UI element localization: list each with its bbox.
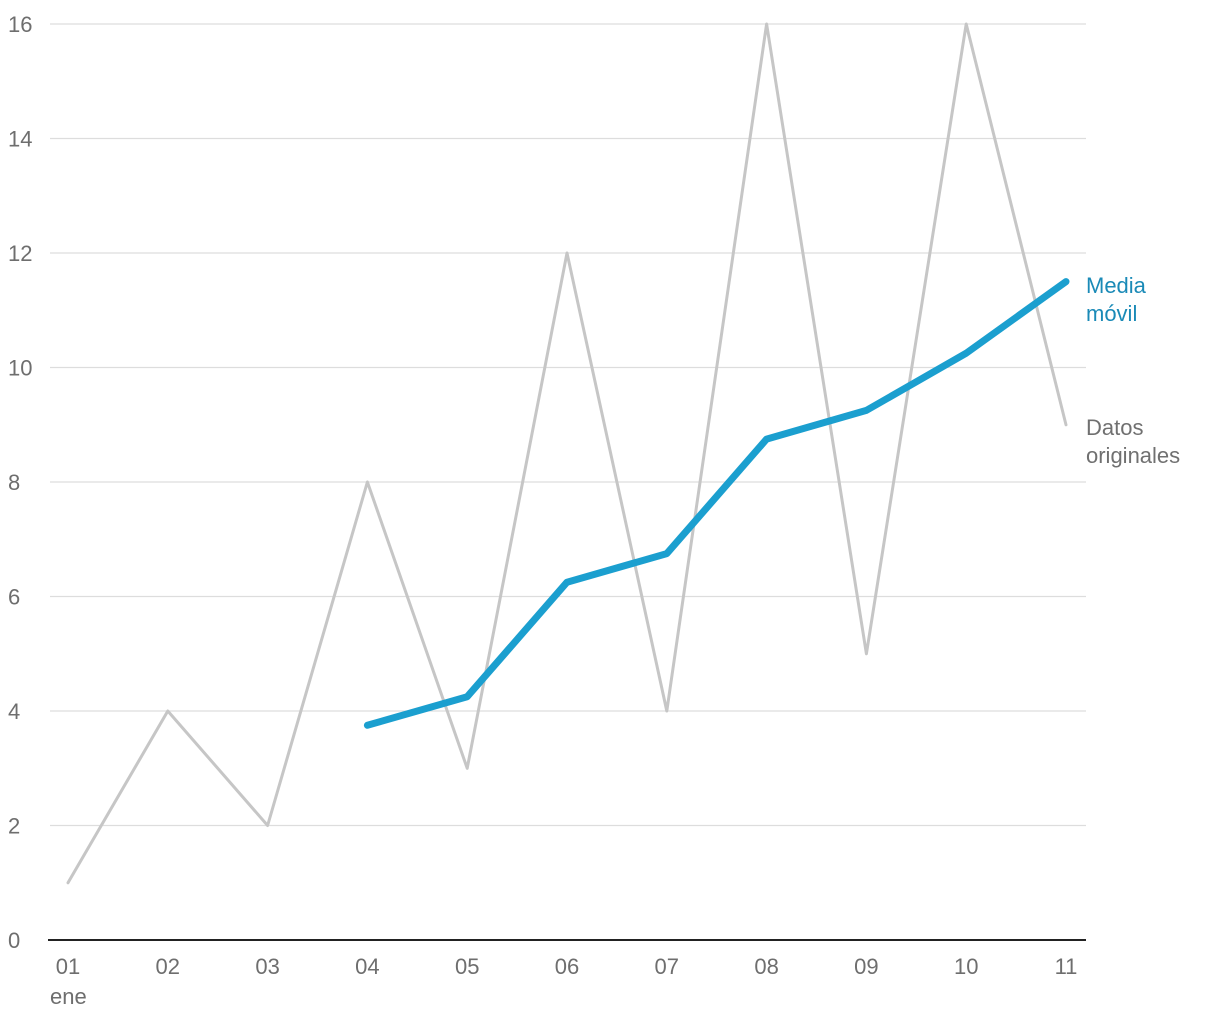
- x-tick-label: 07: [655, 954, 679, 979]
- x-axis-ticks: 01 02 03 04 05 06 07 08 09 10 11 ene: [50, 954, 1077, 1009]
- series-label: Datos originales: [1086, 415, 1180, 468]
- x-tick-label: 02: [156, 954, 180, 979]
- series-line-datos-originales: [66, 22, 1068, 885]
- y-tick-label: 10: [8, 356, 32, 381]
- y-tick-label: 8: [8, 470, 20, 495]
- series-label: Media móvil: [1086, 273, 1147, 326]
- series-labels: Datos originales Media móvil: [1086, 273, 1180, 468]
- series-line-media-movil: [363, 278, 1070, 729]
- y-tick-label: 12: [8, 241, 32, 266]
- x-tick-label: 04: [355, 954, 379, 979]
- y-axis-ticks: 0 2 4 6 8 10 12 14 16: [8, 12, 32, 953]
- gridlines: [50, 23, 1086, 827]
- y-tick-label: 16: [8, 12, 32, 37]
- x-tick-label: 09: [854, 954, 878, 979]
- y-tick-label: 6: [8, 585, 20, 610]
- x-tick-label: 10: [954, 954, 978, 979]
- y-tick-label: 4: [8, 699, 20, 724]
- x-tick-label: 11: [1055, 954, 1078, 979]
- y-tick-label: 2: [8, 814, 20, 839]
- x-tick-label: 05: [455, 954, 479, 979]
- x-tick-label: 03: [255, 954, 279, 979]
- series-lines: [66, 22, 1070, 885]
- y-tick-label: 0: [8, 928, 20, 953]
- y-tick-label: 14: [8, 127, 32, 152]
- x-tick-label: 08: [754, 954, 778, 979]
- x-tick-label: 06: [555, 954, 579, 979]
- x-tick-sublabel: ene: [50, 984, 87, 1009]
- x-tick-label: 01: [56, 954, 80, 979]
